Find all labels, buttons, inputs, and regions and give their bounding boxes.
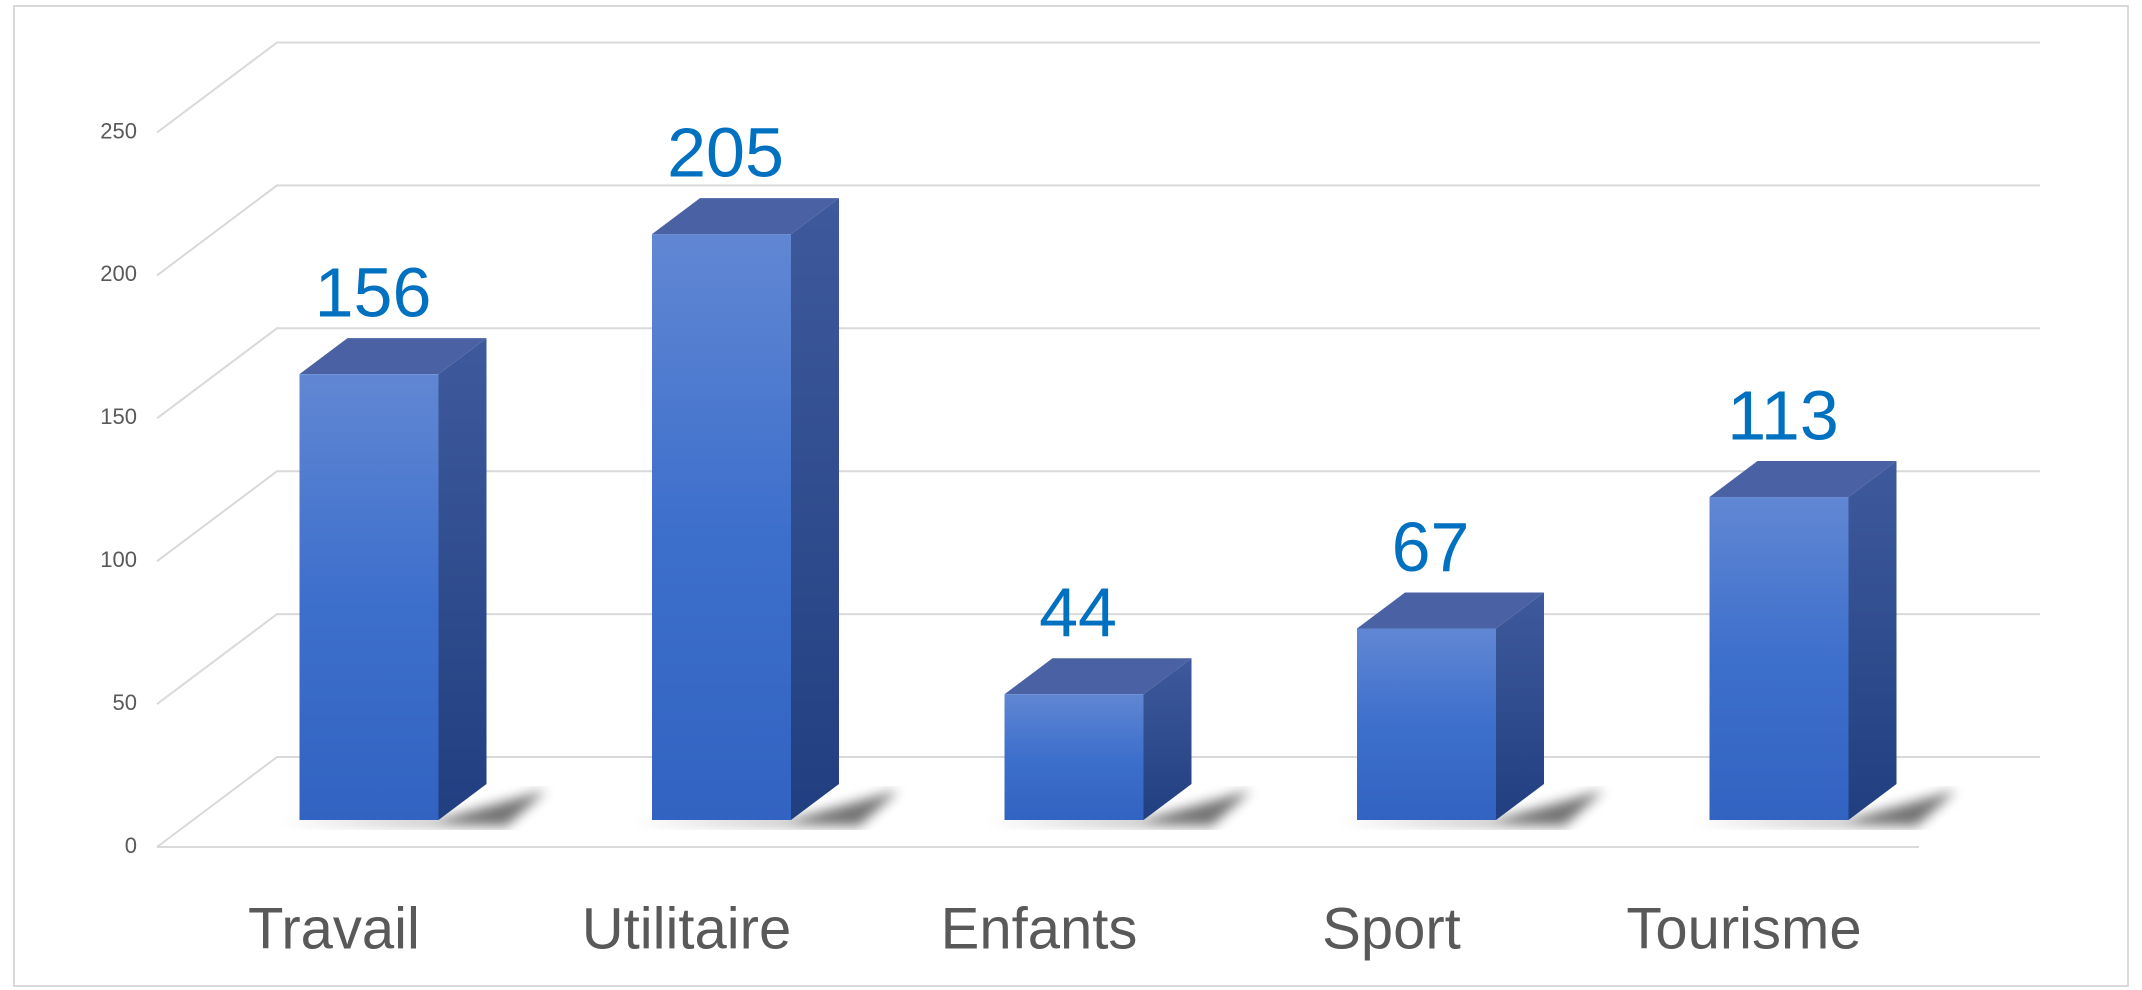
bar-shadow (984, 790, 1252, 826)
y-tick-label: 50 (113, 690, 137, 715)
bar (1709, 497, 1849, 820)
bar (299, 374, 439, 820)
bar-top (1709, 461, 1897, 498)
y-tick-label: 100 (100, 547, 137, 572)
grid-line (156, 327, 2040, 420)
bar (1357, 628, 1496, 820)
y-tick-label: 250 (100, 118, 137, 143)
x-tick-label: Tourisme (1626, 896, 1861, 961)
bar-top (1004, 658, 1192, 695)
x-tick-label: Sport (1322, 896, 1461, 961)
bar-side (1848, 461, 1897, 820)
bar-side (791, 198, 839, 821)
grid-line (156, 470, 2040, 562)
bar (1004, 694, 1144, 820)
grid-line (156, 41, 2040, 134)
x-tick-label: Utilitaire (582, 896, 792, 961)
bar-side (1143, 658, 1192, 820)
value-label: 113 (1727, 377, 1839, 455)
y-tick-label: 150 (100, 404, 137, 429)
grid-line (156, 184, 2040, 277)
bar-top (1357, 592, 1544, 629)
value-label: 205 (667, 114, 784, 192)
bar-top (299, 338, 487, 375)
value-label: 156 (315, 254, 432, 332)
y-tick-label: 0 (125, 833, 137, 858)
bar-top (652, 198, 839, 235)
bar-shadow (1689, 790, 1957, 826)
bar-shadow (279, 790, 547, 826)
y-tick-label: 200 (100, 261, 137, 286)
x-tick-label: Travail (248, 896, 420, 961)
bar-shadow (632, 790, 899, 826)
bar-side (1496, 592, 1544, 820)
value-label: 44 (1039, 574, 1117, 652)
bar-side (438, 338, 487, 820)
value-label: 67 (1392, 508, 1470, 586)
x-tick-label: Enfants (941, 896, 1138, 961)
bar (652, 234, 791, 821)
bar-shadow (1337, 790, 1604, 826)
